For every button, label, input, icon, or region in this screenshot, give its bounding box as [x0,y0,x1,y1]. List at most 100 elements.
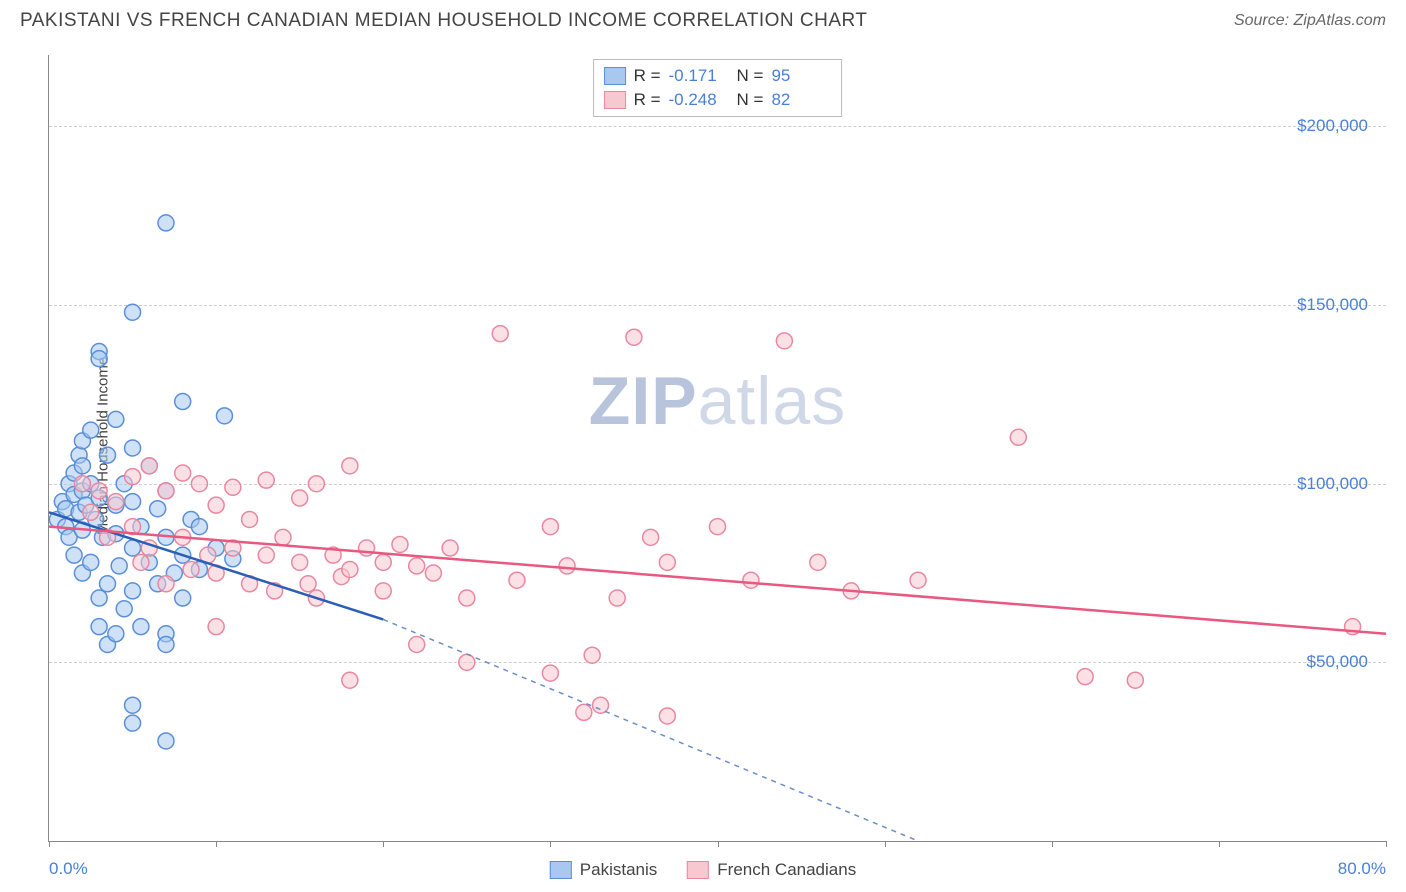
data-point [74,476,90,492]
data-point [191,476,207,492]
data-point [175,394,191,410]
data-point [83,554,99,570]
legend-item-french-canadians: French Canadians [687,860,856,880]
data-point [242,511,258,527]
data-point [150,501,166,517]
data-point [275,529,291,545]
n-value-pakistanis: 95 [771,66,831,86]
data-point [584,647,600,663]
data-point [91,590,107,606]
data-point [409,558,425,574]
data-point [609,590,625,606]
data-point [576,704,592,720]
x-max-label: 80.0% [1338,859,1386,879]
data-point [375,554,391,570]
data-point [91,619,107,635]
data-point [125,715,141,731]
data-point [208,619,224,635]
data-point [710,519,726,535]
xtick [383,841,384,847]
data-point [626,329,642,345]
data-point [91,351,107,367]
data-point [191,519,207,535]
scatter-svg [49,55,1386,841]
data-point [375,583,391,599]
data-point [108,494,124,510]
trendline-extension [383,619,918,841]
data-point [559,558,575,574]
data-point [99,447,115,463]
data-point [258,472,274,488]
data-point [442,540,458,556]
data-point [111,558,127,574]
data-point [175,465,191,481]
r-label: R = [634,90,661,110]
series-name-pakistanis: Pakistanis [580,860,657,880]
data-point [643,529,659,545]
data-point [125,469,141,485]
data-point [342,561,358,577]
data-point [225,479,241,495]
data-point [83,504,99,520]
swatch-icon [687,861,709,879]
data-point [1077,669,1093,685]
data-point [459,654,475,670]
data-point [659,708,675,724]
data-point [125,583,141,599]
data-point [593,697,609,713]
data-point [158,637,174,653]
swatch-icon [550,861,572,879]
data-point [459,590,475,606]
swatch-french-canadians [604,91,626,109]
xtick [216,841,217,847]
n-value-french-canadians: 82 [771,90,831,110]
xtick [1219,841,1220,847]
data-point [425,565,441,581]
data-point [292,490,308,506]
data-point [409,637,425,653]
data-point [776,333,792,349]
data-point [158,733,174,749]
data-point [1010,429,1026,445]
xtick [550,841,551,847]
data-point [659,554,675,570]
x-min-label: 0.0% [49,859,88,879]
source-label: Source: ZipAtlas.com [1234,12,1386,30]
data-point [125,304,141,320]
legend-row-french-canadians: R = -0.248 N = 82 [604,88,832,112]
data-point [133,554,149,570]
data-point [342,672,358,688]
data-point [116,601,132,617]
swatch-pakistanis [604,67,626,85]
data-point [125,540,141,556]
series-legend: Pakistanis French Canadians [550,860,856,880]
data-point [910,572,926,588]
r-label: R = [634,66,661,86]
data-point [492,326,508,342]
chart-title: PAKISTANI VS FRENCH CANADIAN MEDIAN HOUS… [20,10,868,32]
data-point [392,536,408,552]
data-point [125,494,141,510]
legend-item-pakistanis: Pakistanis [550,860,657,880]
data-point [743,572,759,588]
n-label: N = [737,90,764,110]
data-point [99,576,115,592]
data-point [141,458,157,474]
chart-plot-area: ZIPatlas R = -0.171 N = 95 R = -0.248 N … [48,55,1386,842]
correlation-legend: R = -0.171 N = 95 R = -0.248 N = 82 [593,59,843,117]
data-point [1127,672,1143,688]
data-point [133,619,149,635]
data-point [216,408,232,424]
data-point [66,547,82,563]
r-value-pakistanis: -0.171 [669,66,729,86]
data-point [175,590,191,606]
data-point [83,422,99,438]
data-point [125,697,141,713]
xtick [1052,841,1053,847]
legend-row-pakistanis: R = -0.171 N = 95 [604,64,832,88]
data-point [292,554,308,570]
data-point [108,626,124,642]
data-point [183,561,199,577]
data-point [108,411,124,427]
xtick [718,841,719,847]
